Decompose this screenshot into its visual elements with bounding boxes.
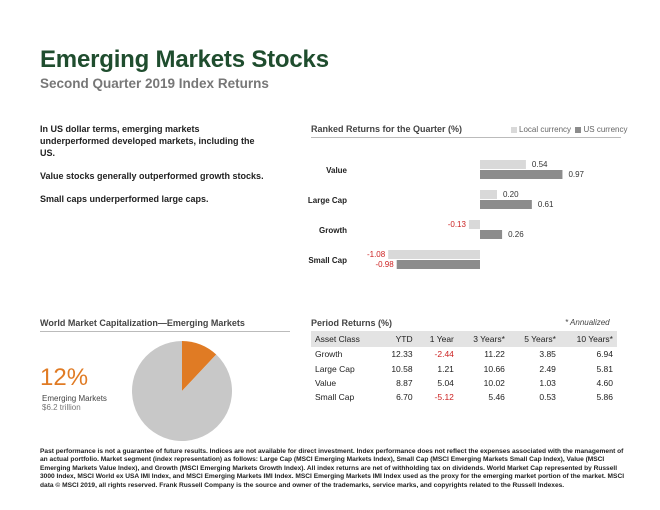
legend-swatch-local: [511, 126, 517, 133]
legend-local-label: Local currency: [519, 125, 572, 134]
bar-value-label: 0.26: [508, 230, 524, 239]
table-cell: 1.03: [539, 377, 556, 388]
bar-value-label: 0.54: [532, 160, 548, 169]
bar-local: [480, 190, 497, 199]
column-header: 1 Year: [416, 331, 458, 347]
table-cell: 11.22: [484, 349, 505, 360]
table-cell: Small Cap: [315, 392, 355, 403]
table-header-row: Asset Class YTD 1 Year 3 Years* 5 Years* 10 Y…: [311, 331, 617, 347]
category-label: Growth: [319, 226, 347, 235]
bar-us: [480, 230, 503, 239]
table-row: Growth 12.33 -2.44 11.22 3.85 6.94: [311, 347, 617, 361]
ranked-divider: [311, 137, 621, 138]
table-body: Growth 12.33 -2.44 11.22 3.85 6.94 Large Cap 10…: [311, 347, 617, 405]
pie-label-name: Emerging Markets: [42, 394, 107, 403]
column-header: YTD: [378, 331, 417, 347]
table-cell: 3.85: [539, 349, 556, 360]
bar-us: [396, 260, 480, 269]
table-cell: 4.60: [596, 377, 613, 388]
bullet-3: Small caps underperformed large caps.: [40, 194, 209, 204]
emerging-percent: 12%: [40, 364, 89, 391]
table-cell: 5.46: [488, 392, 505, 403]
table-cell: 5.04: [437, 377, 454, 388]
pie-slice-rest: [132, 341, 232, 441]
category-label: Small Cap: [308, 256, 347, 265]
column-header: Asset Class: [311, 331, 379, 347]
legend-us-label: US currency: [583, 125, 628, 134]
page-subtitle: Second Quarter 2019 Index Returns: [40, 76, 269, 91]
pie-slice-emerging: [182, 341, 217, 391]
table-cell: 5.86: [596, 392, 613, 403]
table-cell: 10.58: [391, 363, 413, 374]
bar-value-label: 0.61: [538, 200, 554, 209]
column-header: 3 Years*: [457, 331, 509, 347]
bullet-1: In US dollar terms, emerging markets und…: [40, 124, 255, 158]
category-label: Value: [326, 166, 347, 175]
bar-value-label: 0.20: [503, 190, 519, 199]
table-row: Value 8.87 5.04 10.02 1.03 4.60: [311, 376, 617, 390]
disclaimer-footnote: Past performance is not a guarantee of f…: [40, 448, 625, 489]
market-cap-pie: [132, 341, 232, 441]
table-cell: Large Cap: [315, 363, 355, 374]
bullet-2: Value stocks generally outperformed grow…: [40, 171, 264, 181]
legend-swatch-us: [575, 126, 582, 133]
table-cell: 1.21: [437, 363, 454, 374]
table-cell: 10.66: [483, 363, 505, 374]
bar-local: [480, 160, 526, 169]
bar-local: [468, 220, 480, 229]
table-cell: 6.70: [396, 392, 413, 403]
bar-value-label: 0.97: [568, 170, 584, 179]
ranked-returns-title: Ranked Returns for the Quarter (%): [311, 124, 463, 134]
table-cell: 10.02: [483, 377, 505, 388]
page-title: Emerging Markets Stocks: [40, 46, 329, 73]
bar-value-label: -0.98: [375, 260, 394, 269]
pie-label-value: $6.2 trillion: [42, 403, 81, 412]
column-header: 5 Years*: [508, 331, 560, 347]
category-label: Large Cap: [308, 196, 347, 205]
table-cell: 8.87: [396, 377, 413, 388]
annualized-note: * Annualized: [565, 318, 610, 327]
table-cell: 6.94: [596, 349, 613, 360]
world-market-divider: [40, 331, 290, 332]
table-cell: Growth: [315, 349, 343, 360]
bar-us: [480, 170, 563, 179]
period-returns-title: Period Returns (%): [311, 318, 393, 328]
world-market-title: World Market Capitalization—Emerging Mar…: [40, 318, 245, 328]
bar-us: [480, 200, 532, 209]
bar-local: [388, 250, 480, 259]
pie-label: Emerging Markets $6.2 trillion: [42, 394, 107, 412]
table-cell: 2.49: [539, 363, 556, 374]
summary-bullets: In US dollar terms, emerging markets und…: [40, 123, 270, 216]
table-cell: 12.33: [391, 349, 413, 360]
bar-value-label: -1.08: [367, 250, 386, 259]
table-cell: 5.81: [596, 363, 613, 374]
table-cell: 0.53: [539, 392, 556, 403]
period-returns-table: Asset Class YTD 1 Year 3 Years* 5 Years* 10 Y…: [311, 331, 617, 405]
column-header: 10 Years*: [559, 331, 617, 347]
table-cell: Value: [315, 377, 337, 388]
table-cell: -2.44: [434, 349, 454, 360]
bar-value-label: -0.13: [448, 220, 467, 229]
chart-legend: Local currency US currency: [511, 125, 628, 134]
table-cell: -5.12: [434, 392, 454, 403]
ranked-returns-chart: Value Large Cap Growth Small Cap 0.54 0.20 -0.…: [308, 160, 585, 269]
table-row: Small Cap 6.70 -5.12 5.46 0.53 5.86: [311, 390, 617, 404]
table-row: Large Cap 10.58 1.21 10.66 2.49 5.81: [311, 361, 617, 375]
